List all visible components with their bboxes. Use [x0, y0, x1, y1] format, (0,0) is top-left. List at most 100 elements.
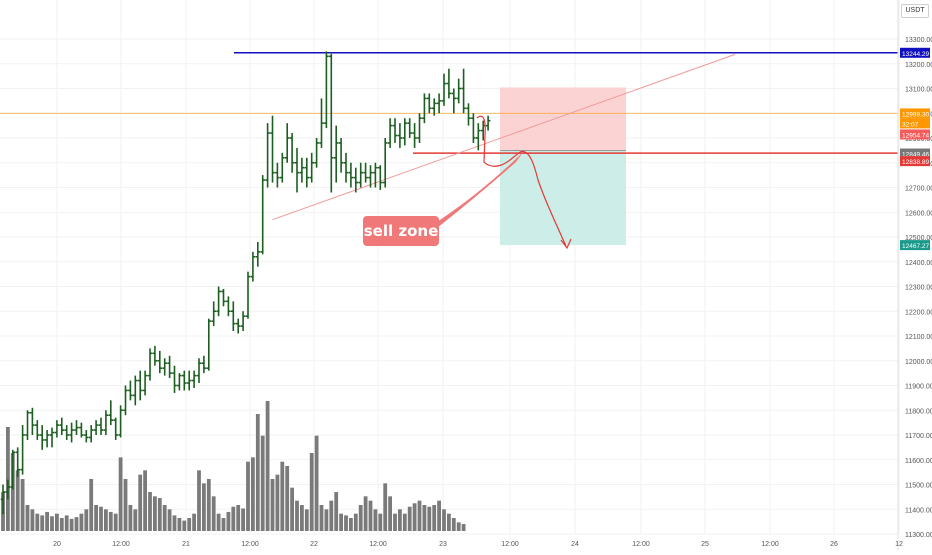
- volume-bar: [40, 515, 45, 531]
- volume-bar: [456, 522, 461, 531]
- volume-bar: [407, 506, 412, 531]
- target-price-label: 12467.27: [902, 243, 929, 250]
- ohlc-bar: [44, 430, 50, 448]
- ohlc-bar: [294, 147, 300, 193]
- resistance-price-label-bg: [900, 47, 930, 58]
- ohlc-bar: [289, 133, 295, 173]
- volume-bar: [6, 427, 10, 531]
- x-tick-label: 12:00: [761, 541, 779, 548]
- ohlc-bar: [461, 68, 466, 114]
- volume-bar: [319, 505, 324, 531]
- volume-bar: [187, 518, 192, 531]
- volume-bar: [89, 479, 94, 531]
- volume-bar: [432, 505, 437, 531]
- volume-bar: [172, 515, 177, 531]
- ohlc-bar: [211, 301, 216, 327]
- ohlc-bar: [35, 420, 40, 440]
- ohlc-bar: [485, 115, 491, 131]
- volume-bar: [153, 496, 157, 531]
- volume-bar: [383, 483, 388, 531]
- volume-bar: [192, 513, 196, 531]
- volume-bar: [123, 479, 128, 531]
- volume-bar: [221, 518, 226, 531]
- ohlc-bar: [147, 348, 153, 381]
- ohlc-bar: [358, 162, 363, 188]
- ohlc-bar: [441, 73, 447, 106]
- ohlc-bar: [20, 425, 25, 475]
- x-tick-label: 12:00: [369, 541, 387, 548]
- ohlc-bar: [324, 51, 329, 129]
- volume-bar: [398, 509, 402, 531]
- ohlc-bar: [373, 162, 378, 188]
- volume-bar: [437, 500, 441, 531]
- ohlc-bar: [113, 417, 118, 440]
- current-price-label-bg: [900, 108, 930, 119]
- volume-bar: [339, 513, 343, 531]
- ohlc-bar: [137, 370, 143, 401]
- ohlc-bar: [133, 375, 138, 406]
- currency-badge[interactable]: USDT: [901, 4, 929, 18]
- countdown-label-bg: [900, 118, 930, 129]
- volume-bar: [447, 513, 451, 531]
- volume-bar: [451, 518, 456, 531]
- volume-bar: [99, 506, 103, 531]
- volume-bar: [69, 518, 74, 531]
- sell-zone-pointer: [437, 151, 524, 228]
- current-price-label: 12999.30: [902, 111, 929, 118]
- ohlc-bar: [64, 425, 69, 440]
- volume-bar: [197, 470, 201, 531]
- ohlc-bar: [397, 123, 403, 148]
- support-price-label: 12838.89: [902, 159, 929, 166]
- ohlc-bar: [427, 93, 432, 114]
- ohlc-bar: [446, 68, 452, 99]
- volume-bar: [148, 492, 152, 531]
- x-tick-label: 21: [182, 541, 190, 548]
- volume-bar: [402, 513, 407, 531]
- volume-bar: [417, 500, 422, 531]
- ohlc-bar: [309, 152, 314, 183]
- sell-zone-callout: sell zone: [363, 216, 439, 246]
- levels: [0, 52, 898, 221]
- volume-bar: [442, 509, 446, 531]
- ohlc-bar: [59, 417, 65, 435]
- volume-bar: [241, 508, 245, 531]
- volume-bar: [393, 513, 397, 531]
- y-tick-label: 12600.00: [905, 210, 932, 217]
- ohlc-bar: [74, 420, 79, 435]
- y-tick-label: 11600.00: [905, 458, 932, 465]
- ohlc-bar: [30, 407, 35, 435]
- volume-bar: [265, 401, 270, 531]
- ohlc-bar: [363, 162, 368, 183]
- countdown-label: 32:07: [902, 121, 919, 128]
- volume-bar: [50, 516, 54, 531]
- volume-bar: [231, 506, 236, 531]
- volume-bar: [300, 505, 304, 531]
- y-tick-label: 12200.00: [905, 309, 932, 316]
- x-tick-label: 12:00: [501, 541, 519, 548]
- ohlc-bar: [466, 103, 471, 126]
- y-tick-label: 12400.00: [905, 260, 932, 267]
- ohlc-bar: [93, 420, 99, 435]
- ohlc-bar: [387, 118, 393, 148]
- volume-bar: [35, 513, 40, 531]
- volume-bar: [353, 513, 358, 531]
- ohlc-bar: [206, 318, 212, 371]
- ohlc-bar: [270, 115, 275, 183]
- y-tick-label: 12900.00: [905, 136, 932, 143]
- volume-bar: [309, 453, 314, 531]
- volume-bar: [64, 515, 69, 531]
- volume-bar: [334, 492, 339, 531]
- ohlc-bar: [431, 98, 437, 116]
- volume-bar: [344, 515, 348, 531]
- ohlc-bar: [157, 350, 163, 374]
- y-tick-label: 11900.00: [905, 384, 932, 391]
- volume-bar: [20, 479, 25, 531]
- ohlc-bar: [108, 400, 114, 426]
- volume-bar: [216, 513, 221, 531]
- volume-bar: [30, 509, 35, 531]
- volume-bar: [388, 496, 392, 531]
- volume-bar: [275, 474, 280, 531]
- ohlc-bar: [54, 420, 60, 438]
- ohlc-bar: [348, 162, 354, 188]
